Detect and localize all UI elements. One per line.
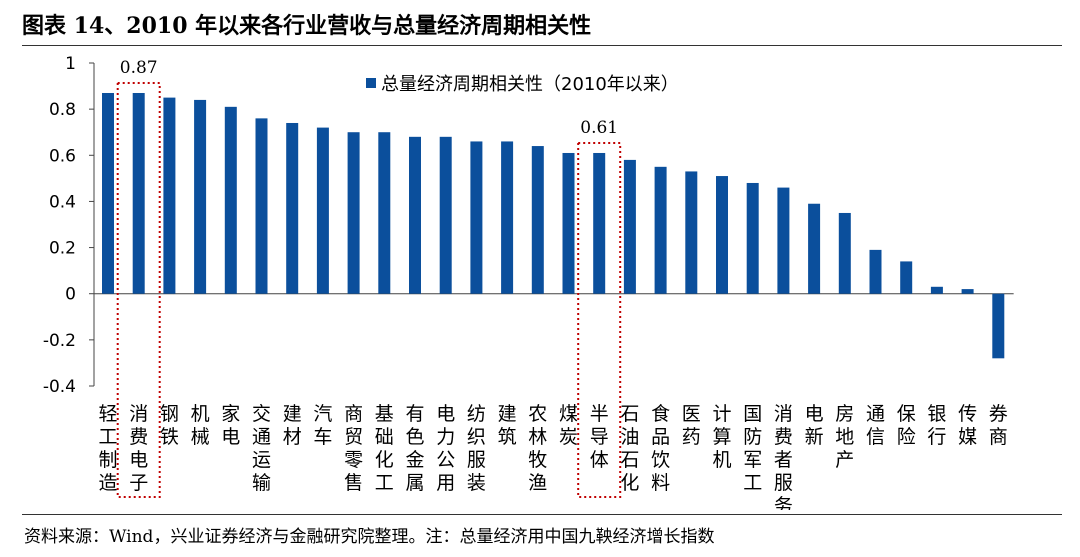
category-label: 国防军工	[743, 403, 762, 494]
bar	[900, 261, 913, 294]
category-labels-group: 轻工制造消费电子钢铁机械家电交通运输建材汽车商贸零售基础化工有色金属电力公用纺织…	[98, 403, 1007, 510]
category-label: 钢铁	[160, 403, 179, 448]
legend-group: 总量经济周期相关性（2010年以来）	[366, 74, 679, 95]
category-label: 基础化工	[375, 403, 394, 494]
y-tick-label: 0.2	[49, 239, 76, 259]
bar	[562, 152, 575, 294]
category-label: 石油石化	[620, 403, 639, 494]
category-label: 消费者服务	[774, 403, 793, 510]
bar	[255, 118, 268, 294]
bar	[316, 127, 329, 294]
bar	[654, 166, 667, 294]
axes-group: 1 0.8 0.6 0.4 0.2 0 -0.2 -0.4	[43, 54, 1014, 397]
category-label: 轻工制造	[98, 403, 117, 494]
bar	[593, 152, 606, 294]
category-label: 建材	[283, 403, 302, 448]
bar	[102, 92, 114, 294]
bar	[531, 146, 544, 294]
bar	[286, 122, 299, 294]
bar	[808, 203, 821, 294]
y-tick-label: 1	[65, 54, 76, 74]
bar	[470, 141, 483, 294]
bar	[163, 97, 176, 294]
bar-chart: 1 0.8 0.6 0.4 0.2 0 -0.2 -0.4 轻工制造消费电子钢铁机械家电交通运…	[43, 54, 1014, 510]
category-label: 通信	[866, 403, 885, 448]
bar	[685, 171, 698, 294]
category-label: 保险	[897, 403, 916, 448]
category-label: 家电	[221, 403, 240, 448]
highlight-box	[116, 81, 161, 498]
bar	[409, 136, 421, 294]
title-rule	[22, 45, 1062, 46]
highlight-value-label: 0.61	[580, 118, 618, 138]
bar	[347, 132, 360, 294]
highlight-box	[577, 141, 622, 498]
category-label: 煤炭	[559, 403, 578, 448]
highlights-group: 0.87 0.61	[116, 58, 622, 498]
category-label: 消费电子	[129, 403, 148, 494]
category-label: 银行	[927, 403, 946, 448]
bar	[838, 212, 851, 294]
bar	[746, 182, 759, 294]
legend-label: 总量经济周期相关性（2010年以来）	[381, 74, 679, 95]
category-label: 半导体	[590, 403, 609, 471]
category-label: 电力公用	[436, 403, 455, 494]
bar	[501, 141, 514, 294]
bars-group	[102, 92, 1005, 359]
category-label: 机械	[191, 403, 210, 448]
bar	[992, 293, 1005, 359]
bar	[716, 176, 728, 294]
bar	[378, 132, 391, 294]
y-tick-label: 0.8	[49, 100, 76, 120]
bar	[132, 92, 145, 294]
bar	[961, 289, 974, 294]
y-tick-label: 0.6	[49, 146, 76, 166]
category-label: 医药	[682, 403, 701, 448]
category-label: 计算机	[712, 403, 731, 471]
category-label: 汽车	[313, 403, 332, 448]
category-label: 商贸零售	[344, 403, 363, 494]
y-tick-label: 0	[65, 285, 76, 305]
category-label: 券商	[989, 403, 1008, 448]
source-rule	[22, 514, 1062, 515]
bar	[869, 249, 882, 294]
y-tick-label: -0.4	[43, 377, 76, 397]
figure-title: 图表 14、2010 年以来各行业营收与总量经济周期相关性	[22, 13, 592, 39]
category-label: 有色金属	[405, 403, 424, 494]
category-label: 建筑	[498, 403, 517, 448]
category-label: 纺织服装	[467, 403, 486, 494]
legend-swatch	[366, 78, 376, 88]
y-tick-label: 0.4	[49, 192, 76, 212]
highlight-value-label: 0.87	[120, 58, 158, 78]
bar	[777, 187, 790, 294]
category-label: 房地产	[835, 403, 854, 471]
y-tick-label: -0.2	[43, 331, 76, 351]
bar	[194, 99, 207, 294]
bar	[439, 136, 452, 294]
bar	[224, 106, 237, 294]
category-label: 电新	[805, 403, 824, 448]
category-label: 农林牧渔	[528, 403, 547, 494]
category-label: 食品饮料	[651, 403, 670, 494]
bar	[623, 159, 636, 294]
category-label: 传媒	[958, 403, 977, 448]
category-label: 交通运输	[252, 403, 271, 494]
bar	[930, 286, 943, 294]
figure-source: 资料来源：Wind，兴业证券经济与金融研究院整理。注：总量经济用中国九鞅经济增长…	[24, 527, 715, 547]
